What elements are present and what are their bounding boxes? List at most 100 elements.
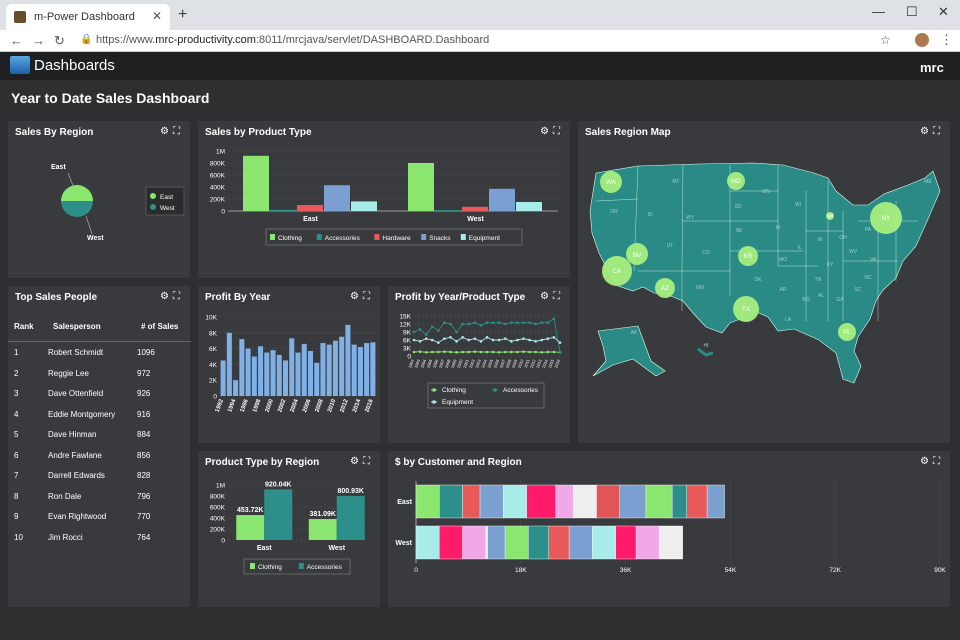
table-row[interactable]: 7 Darrell Edwards 828 xyxy=(8,465,191,486)
point-equipment[interactable] xyxy=(479,340,483,343)
point-equipment[interactable] xyxy=(540,338,544,342)
point-equipment[interactable] xyxy=(516,338,519,342)
point-accessories[interactable] xyxy=(424,333,428,336)
point-clothing[interactable] xyxy=(430,350,434,354)
segment-east[interactable] xyxy=(555,484,574,519)
point-clothing[interactable] xyxy=(540,350,544,354)
point-clothing[interactable] xyxy=(534,350,537,354)
bar-year-2004[interactable] xyxy=(295,352,301,396)
bar-year-1998[interactable] xyxy=(258,346,264,396)
table-row[interactable]: 2 Reggie Lee 972 xyxy=(8,363,191,384)
gear-icon[interactable]: ⚙ xyxy=(540,291,553,302)
point-clothing[interactable] xyxy=(552,350,556,354)
point-accessories[interactable] xyxy=(534,322,537,326)
bar-hardware-east[interactable] xyxy=(297,205,323,211)
segment-east[interactable] xyxy=(596,484,620,519)
segment-east[interactable] xyxy=(686,484,708,519)
bar-year-2005[interactable] xyxy=(301,343,307,396)
point-equipment[interactable] xyxy=(430,338,434,342)
gear-icon[interactable]: ⚙ xyxy=(160,291,173,302)
bar-hardware-west[interactable] xyxy=(462,206,488,211)
point-clothing[interactable] xyxy=(528,350,531,354)
point-equipment[interactable] xyxy=(522,337,525,340)
point-accessories[interactable] xyxy=(485,321,489,324)
table-row[interactable]: 8 Ron Dale 796 xyxy=(8,486,191,507)
point-equipment[interactable] xyxy=(552,336,556,339)
segment-west[interactable] xyxy=(462,525,487,560)
maximize-icon[interactable]: ☐ xyxy=(906,4,918,19)
bar-equipment-west[interactable] xyxy=(516,202,542,211)
segment-east[interactable] xyxy=(645,484,673,519)
segment-west[interactable] xyxy=(568,525,593,560)
point-clothing[interactable] xyxy=(455,350,458,354)
point-accessories[interactable] xyxy=(491,321,495,324)
legend-swatch[interactable] xyxy=(270,234,275,240)
segment-east[interactable] xyxy=(619,484,647,519)
bar-equipment-east[interactable] xyxy=(351,201,377,211)
expand-icon[interactable]: ⛶ xyxy=(173,291,184,302)
bar-year-2007[interactable] xyxy=(314,362,320,396)
point-clothing[interactable] xyxy=(424,350,428,354)
point-accessories[interactable] xyxy=(430,325,434,328)
point-accessories[interactable] xyxy=(540,321,544,324)
table-row[interactable]: 10 Jim Rocci 764 xyxy=(8,527,191,548)
header-rank[interactable]: Rank xyxy=(14,322,34,331)
bar-year-2003[interactable] xyxy=(289,338,295,396)
bar-year-1995[interactable] xyxy=(239,339,245,396)
table-row[interactable]: 3 Dave Ottenfield 926 xyxy=(8,383,191,404)
table-row[interactable]: 5 Dave Hinman 884 xyxy=(8,424,191,445)
segment-west[interactable] xyxy=(487,525,506,560)
bar-snacks-west[interactable] xyxy=(489,188,515,211)
bar-year-1994[interactable] xyxy=(233,380,239,396)
bar-year-2016[interactable] xyxy=(370,342,376,396)
point-accessories[interactable] xyxy=(418,328,422,331)
point-accessories[interactable] xyxy=(467,322,471,326)
segment-west[interactable] xyxy=(615,525,637,560)
point-equipment[interactable] xyxy=(485,336,489,339)
point-equipment[interactable] xyxy=(443,337,446,340)
point-equipment[interactable] xyxy=(546,337,550,340)
expand-icon[interactable]: ⛶ xyxy=(933,126,944,137)
legend-swatch[interactable] xyxy=(298,563,304,569)
bar-year-2006[interactable] xyxy=(307,350,313,396)
expand-icon[interactable]: ⛶ xyxy=(553,291,564,302)
legend-swatch[interactable] xyxy=(374,234,380,240)
browser-tab[interactable]: m-Power Dashboard ✕ xyxy=(6,4,170,30)
gear-icon[interactable]: ⚙ xyxy=(540,126,553,137)
point-equipment[interactable] xyxy=(467,338,471,342)
table-row[interactable]: 6 Andre Fawlane 856 xyxy=(8,445,191,466)
point-clothing[interactable] xyxy=(485,350,489,354)
segment-east[interactable] xyxy=(671,484,687,519)
new-tab-icon[interactable]: + xyxy=(178,6,188,23)
window-close-icon[interactable]: ✕ xyxy=(938,4,949,19)
url-field[interactable]: https://www.mrc-productivity.com:8011/mr… xyxy=(96,34,490,46)
point-equipment[interactable] xyxy=(424,337,428,340)
bar-year-2012[interactable] xyxy=(345,324,351,396)
point-equipment[interactable] xyxy=(412,338,416,342)
bar-year-1997[interactable] xyxy=(251,356,257,397)
bar-year-2009[interactable] xyxy=(326,344,332,396)
bar-accessories-east[interactable] xyxy=(270,209,296,211)
bar-year-2013[interactable] xyxy=(351,344,357,396)
point-equipment[interactable] xyxy=(455,340,458,343)
forward-icon[interactable]: → xyxy=(32,33,45,48)
point-accessories[interactable] xyxy=(546,321,550,324)
segment-east[interactable] xyxy=(706,484,725,519)
point-clothing[interactable] xyxy=(418,350,422,354)
point-accessories[interactable] xyxy=(461,322,464,326)
point-accessories[interactable] xyxy=(473,321,477,324)
bookmark-star-icon[interactable]: ☆ xyxy=(880,33,891,47)
bar-year-2008[interactable] xyxy=(320,343,326,396)
point-clothing[interactable] xyxy=(546,350,550,354)
point-equipment[interactable] xyxy=(503,337,507,340)
segment-east[interactable] xyxy=(479,484,504,519)
point-clothing[interactable] xyxy=(412,350,416,354)
point-clothing[interactable] xyxy=(522,350,525,354)
point-accessories[interactable] xyxy=(552,317,556,320)
segment-west[interactable] xyxy=(439,525,463,560)
legend-marker[interactable] xyxy=(432,400,436,404)
segment-east[interactable] xyxy=(526,484,556,519)
point-accessories[interactable] xyxy=(528,321,531,324)
point-clothing[interactable] xyxy=(503,350,507,354)
legend-box[interactable] xyxy=(427,382,545,409)
